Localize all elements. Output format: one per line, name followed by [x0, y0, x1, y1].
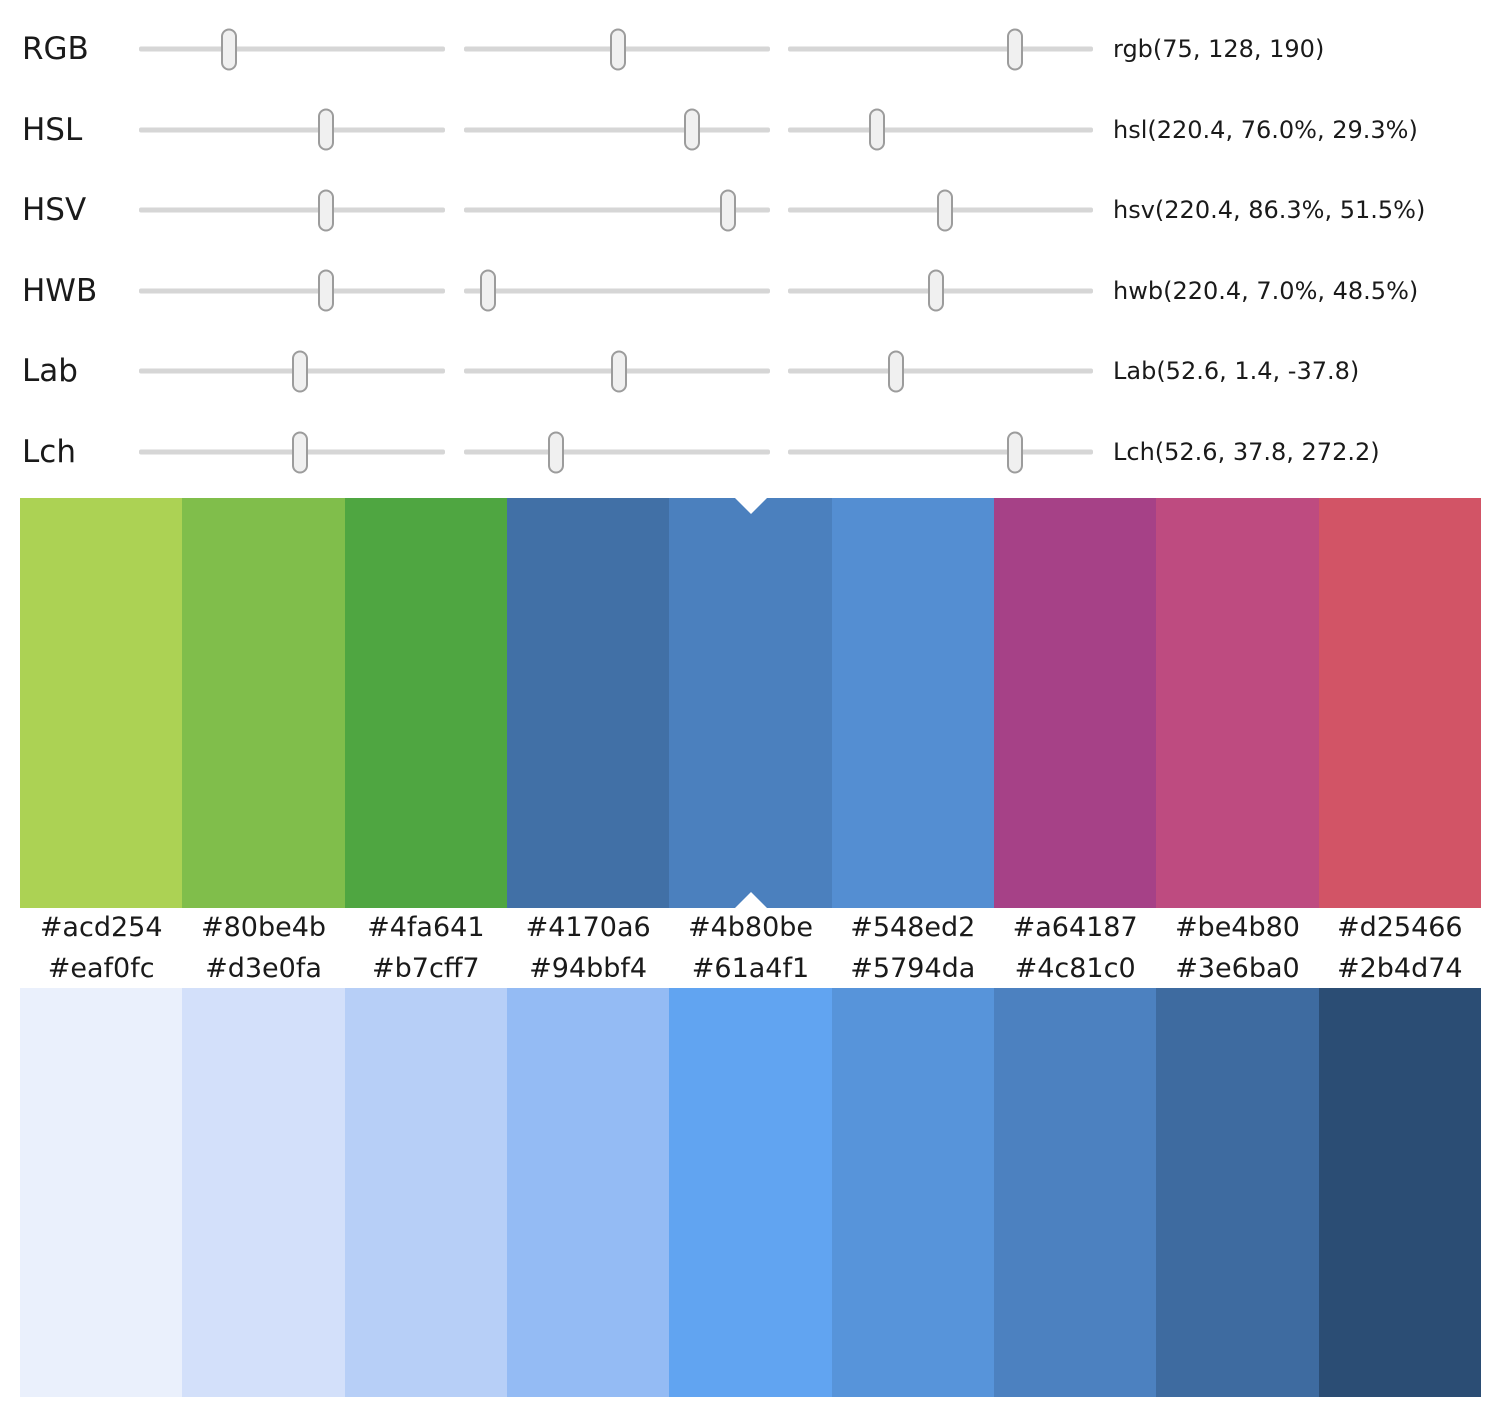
slider-thumb-2[interactable]	[548, 431, 565, 473]
color-swatch[interactable]	[993, 498, 1157, 908]
slider-track-1[interactable]	[139, 431, 445, 473]
slider-thumb-1[interactable]	[291, 431, 308, 473]
hex-code-label: #5794da	[850, 952, 976, 984]
hex-code-label: #d25466	[1336, 911, 1463, 943]
slider-track-3[interactable]	[788, 189, 1093, 232]
color-value-text: hwb(220.4, 7.0%, 48.5%)	[1113, 276, 1419, 305]
hex-code-label: #4fa641	[367, 911, 485, 943]
color-swatch[interactable]	[1318, 498, 1481, 908]
hex-code-label: #548ed2	[850, 911, 976, 943]
color-swatch[interactable]	[20, 988, 183, 1397]
color-model-label: RGB	[22, 31, 89, 67]
color-model-label: HSV	[22, 192, 87, 229]
slider-thumb-3[interactable]	[888, 350, 905, 393]
slider-thumb-2[interactable]	[480, 269, 497, 312]
color-value-text: Lab(52.6, 1.4, -37.8)	[1113, 357, 1360, 386]
slider-thumb-3[interactable]	[927, 269, 944, 312]
color-value-text: hsv(220.4, 86.3%, 51.5%)	[1113, 196, 1426, 225]
hue-palette-strip	[20, 498, 1481, 908]
slider-track-2[interactable]	[464, 269, 770, 312]
slider-track-2[interactable]	[464, 108, 770, 151]
slider-row: HSV hsv(220.4, 86.3%, 51.5%)	[0, 170, 1501, 250]
hex-code-label: #3e6ba0	[1175, 952, 1300, 984]
lightness-scale-hex-labels: #eaf0fc #d3e0fa #b7cff7 #94bbf4 #61a4f1 #5794…	[20, 948, 1481, 988]
hex-code-label: #61a4f1	[691, 952, 810, 984]
color-model-label: Lab	[22, 353, 78, 390]
color-swatch[interactable]	[344, 498, 507, 908]
slider-track-1[interactable]	[139, 189, 445, 232]
slider-row: Lab Lab(52.6, 1.4, -37.8)	[0, 331, 1501, 411]
hex-code-label: #2b4d74	[1336, 952, 1463, 984]
slider-thumb-3[interactable]	[869, 108, 886, 151]
color-swatch[interactable]	[669, 988, 832, 1397]
hex-code-label: #94bbf4	[529, 952, 648, 984]
hex-code-label: #eaf0fc	[47, 952, 155, 984]
lightness-scale-strip	[20, 988, 1481, 1397]
slider-row: RGB rgb(75, 128, 190)	[0, 9, 1501, 89]
slider-thumb-1[interactable]	[291, 350, 308, 393]
color-swatch[interactable]	[506, 988, 670, 1397]
hex-code-label: #be4b80	[1174, 911, 1300, 943]
color-swatch[interactable]	[182, 498, 345, 908]
color-swatch[interactable]	[1318, 988, 1481, 1397]
hex-code-label: #80be4b	[200, 911, 327, 943]
hex-code-label: #4170a6	[525, 911, 651, 943]
slider-thumb-2[interactable]	[609, 28, 626, 70]
hex-code-label: #acd254	[39, 911, 163, 943]
slider-track-3[interactable]	[788, 431, 1093, 473]
slider-thumb-1[interactable]	[220, 28, 237, 70]
color-model-label: HSL	[22, 111, 83, 148]
color-value-text: rgb(75, 128, 190)	[1113, 35, 1325, 63]
slider-thumb-1[interactable]	[318, 189, 335, 232]
slider-thumb-2[interactable]	[683, 108, 700, 151]
slider-track-1[interactable]	[139, 108, 445, 151]
slider-thumb-1[interactable]	[318, 108, 335, 151]
color-swatch[interactable]	[20, 498, 183, 908]
color-swatch[interactable]	[506, 498, 670, 908]
color-swatch[interactable]	[1156, 498, 1319, 908]
slider-track-3[interactable]	[788, 350, 1093, 393]
hex-code-label: #a64187	[1012, 911, 1138, 943]
color-value-text: hsl(220.4, 76.0%, 29.3%)	[1113, 115, 1418, 144]
hue-palette-hex-labels: #acd254 #80be4b #4fa641 #4170a6 #4b80be #548e…	[20, 906, 1481, 948]
slider-thumb-3[interactable]	[1007, 28, 1024, 70]
slider-row: HWB hwb(220.4, 7.0%, 48.5%)	[0, 251, 1501, 331]
color-value-text: Lch(52.6, 37.8, 272.2)	[1113, 438, 1380, 466]
slider-track-1[interactable]	[139, 350, 445, 393]
slider-row: HSL hsl(220.4, 76.0%, 29.3%)	[0, 90, 1501, 170]
slider-track-3[interactable]	[788, 269, 1093, 312]
color-model-label: Lch	[22, 434, 76, 470]
slider-track-3[interactable]	[788, 28, 1093, 70]
color-swatch[interactable]	[831, 498, 994, 908]
slider-thumb-3[interactable]	[937, 189, 954, 232]
slider-track-1[interactable]	[139, 28, 445, 70]
color-model-label: HWB	[22, 272, 98, 309]
color-swatch[interactable]	[344, 988, 507, 1397]
slider-track-3[interactable]	[788, 108, 1093, 151]
color-swatch[interactable]	[1156, 988, 1319, 1397]
slider-track-2[interactable]	[464, 431, 770, 473]
slider-thumb-1[interactable]	[318, 269, 335, 312]
slider-track-2[interactable]	[464, 189, 770, 232]
hex-code-label: #d3e0fa	[205, 952, 322, 984]
slider-track-2[interactable]	[464, 350, 770, 393]
slider-thumb-2[interactable]	[720, 189, 737, 232]
color-swatch[interactable]	[182, 988, 345, 1397]
hex-code-label: #b7cff7	[372, 952, 480, 984]
slider-row: Lch Lch(52.6, 37.8, 272.2)	[0, 412, 1501, 492]
hex-code-label: #4c81c0	[1014, 952, 1136, 984]
slider-track-1[interactable]	[139, 269, 445, 312]
color-swatch[interactable]	[831, 988, 994, 1397]
slider-thumb-2[interactable]	[610, 350, 627, 393]
color-swatch[interactable]	[669, 498, 832, 908]
hex-code-label: #4b80be	[687, 911, 813, 943]
color-swatch[interactable]	[993, 988, 1157, 1397]
slider-track-2[interactable]	[464, 28, 770, 70]
slider-thumb-3[interactable]	[1007, 431, 1024, 473]
